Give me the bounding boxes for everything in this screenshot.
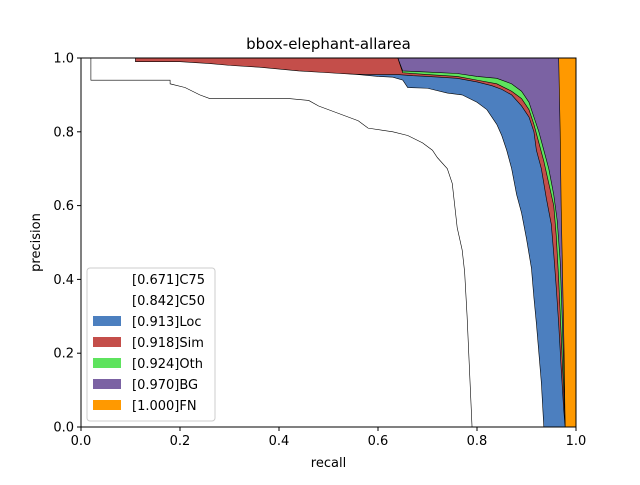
legend-label: [0.924]Oth [132, 357, 203, 372]
x-tick-label: 0.4 [269, 434, 290, 449]
chart-title: bbox-elephant-allarea [246, 35, 411, 53]
legend-swatch [93, 274, 121, 284]
plot-frame [80, 57, 577, 428]
y-tick-label: 1.0 [53, 52, 74, 67]
x-tick-label: 0.2 [170, 434, 191, 449]
y-tick-label: 0.2 [53, 347, 74, 362]
legend-label: [0.671]C75 [132, 273, 205, 288]
legend-label: [0.970]BG [132, 378, 198, 393]
x-axis-label: recall [311, 456, 346, 471]
legend-swatch [93, 295, 121, 305]
y-tick-label: 0.0 [53, 421, 74, 436]
legend-swatch [93, 337, 121, 347]
legend-label: [0.842]C50 [132, 294, 205, 309]
x-tick-label: 1.0 [566, 434, 587, 449]
y-tick-label: 0.6 [53, 199, 74, 214]
legend: [0.671]C75 [0.842]C50 [0.913]Loc [0.918]Sim… [86, 267, 216, 422]
x-tick-label: 0.0 [71, 434, 92, 449]
legend-label: [0.913]Loc [132, 315, 201, 330]
legend-swatch [93, 316, 121, 326]
y-axis-label: precision [29, 213, 44, 272]
y-tick-label: 0.4 [53, 273, 74, 288]
legend-label: [0.918]Sim [132, 336, 204, 351]
x-tick-label: 0.6 [368, 434, 389, 449]
legend-label: [1.000]FN [132, 399, 197, 414]
x-tick-label: 0.8 [467, 434, 488, 449]
axes-layer: 0.0 0.2 0.4 0.6 0.8 1.0 0.0 0.2 0.4 0.6 0.8 1.0 [53, 52, 586, 450]
legend-swatch [93, 400, 121, 410]
y-tick-label: 0.8 [53, 125, 74, 140]
legend-swatch [93, 379, 121, 389]
legend-swatch [93, 358, 121, 368]
